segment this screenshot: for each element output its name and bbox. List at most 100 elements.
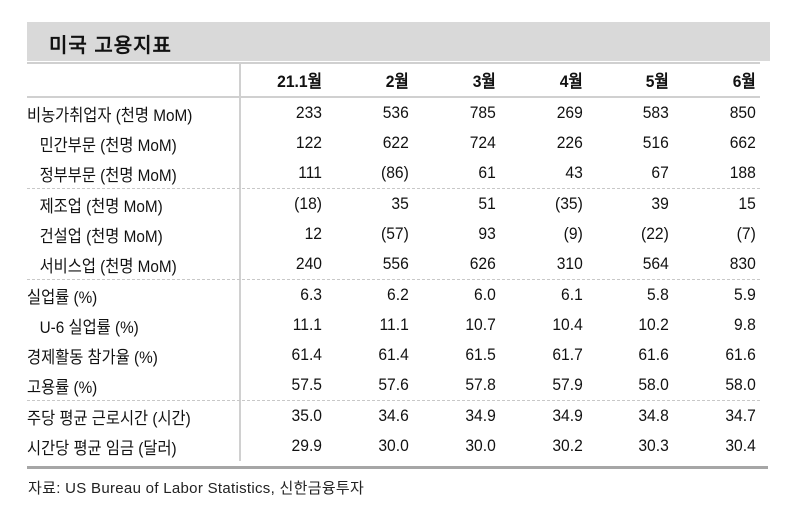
table-row-nonfarm-payrolls: 비농가취업자 (천명 MoM) 233 536 785 269 583 850 (27, 98, 760, 128)
table-cell: 622 (382, 133, 409, 152)
table-cell: 785 (469, 103, 496, 122)
table-cell: 536 (382, 103, 409, 122)
table-cell: (86) (380, 163, 409, 182)
table-cell: 58.0 (725, 375, 756, 394)
table-body: 비농가취업자 (천명 MoM) 233 536 785 269 583 850 … (27, 98, 760, 461)
table-cell: 61.6 (638, 345, 670, 364)
row-label: 시간당 평균 임금 (달러) (27, 438, 177, 458)
table-cell: 10.2 (638, 315, 670, 334)
table-bottom-rule (27, 466, 768, 469)
table-cell: 850 (729, 103, 756, 122)
table-cell: 61.4 (378, 345, 409, 364)
table-cell: 35 (391, 194, 409, 213)
column-header: 6월 (732, 72, 756, 91)
table-cell: (18) (294, 194, 322, 213)
table-cell: 34.9 (551, 406, 583, 425)
table-cell: 61.4 (291, 345, 322, 364)
table-cell: 43 (564, 163, 583, 182)
table-cell: 564 (643, 254, 670, 273)
table-cell: 61.7 (551, 345, 583, 364)
table-cell: 34.9 (465, 406, 496, 425)
table-cell: 626 (469, 254, 496, 273)
table-cell: 10.4 (551, 315, 583, 334)
table-row-u6-unemployment: U-6 실업률 (%) 11.1 11.1 10.7 10.4 10.2 9.8 (27, 310, 760, 340)
table-header-row: 21.1월 2월 3월 4월 5월 6월 (27, 63, 760, 98)
column-header: 3월 (472, 72, 496, 91)
column-header: 5월 (646, 72, 670, 91)
column-header: 2월 (385, 72, 409, 91)
table-cell: 724 (469, 133, 496, 152)
table-cell: 51 (478, 194, 496, 213)
table-cell: 39 (651, 194, 670, 213)
table-cell: 30.2 (551, 436, 583, 455)
table-cell: 188 (729, 163, 756, 182)
table-cell: 5.8 (647, 285, 670, 304)
row-label: U-6 실업률 (%) (39, 317, 139, 337)
table-row-government-sector: 정부부문 (천명 MoM) 111 (86) 61 43 67 188 (27, 158, 760, 189)
table-cell: 122 (295, 133, 322, 152)
table-cell: (9) (563, 224, 583, 243)
table-cell: 29.9 (291, 436, 322, 455)
table-row-services: 서비스업 (천명 MoM) 240 556 626 310 564 830 (27, 249, 760, 280)
table-cell: 34.6 (378, 406, 409, 425)
table-cell: 830 (729, 254, 756, 273)
table-cell: 662 (729, 133, 756, 152)
table-cell: 269 (556, 103, 583, 122)
table-cell: (7) (736, 224, 756, 243)
table-cell: 5.9 (734, 285, 756, 304)
table-cell: 34.8 (638, 406, 670, 425)
row-label: 고용률 (%) (27, 377, 98, 397)
table-row-unemployment-rate: 실업률 (%) 6.3 6.2 6.0 6.1 5.8 5.9 (27, 280, 760, 310)
table-cell: 9.8 (734, 315, 756, 334)
table-cell: 34.7 (725, 406, 756, 425)
table-cell: 11.1 (292, 315, 322, 334)
table-cell: 30.4 (725, 436, 756, 455)
table-cell: 61 (478, 163, 496, 182)
table-cell: 6.0 (473, 285, 496, 304)
table-cell: 30.0 (378, 436, 409, 455)
row-label: 주당 평균 근로시간 (시간) (27, 408, 191, 428)
table-row-construction: 건설업 (천명 MoM) 12 (57) 93 (9) (22) (7) (27, 219, 760, 249)
table-row-employment-rate: 고용률 (%) 57.5 57.6 57.8 57.9 58.0 58.0 (27, 370, 760, 401)
table-cell: (22) (641, 224, 670, 243)
row-label: 건설업 (천명 MoM) (39, 226, 163, 246)
row-label: 경제활동 참가율 (%) (27, 347, 158, 367)
label-column-divider (239, 63, 241, 461)
table-cell: 30.3 (638, 436, 670, 455)
column-header: 21.1월 (277, 72, 322, 91)
table-cell: 11.1 (379, 315, 409, 334)
table-cell: 556 (382, 254, 409, 273)
table-row-manufacturing: 제조업 (천명 MoM) (18) 35 51 (35) 39 15 (27, 189, 760, 219)
table-row-private-sector: 민간부문 (천명 MoM) 122 622 724 226 516 662 (27, 128, 760, 158)
table-cell: 10.7 (465, 315, 496, 334)
table-cell: 516 (643, 133, 670, 152)
table-cell: 583 (643, 103, 670, 122)
table-cell: 58.0 (638, 375, 670, 394)
table-cell: 12 (304, 224, 322, 243)
source-note: 자료: US Bureau of Labor Statistics, 신한금융투… (28, 480, 365, 497)
table-row-avg-weekly-hours: 주당 평균 근로시간 (시간) 35.0 34.6 34.9 34.9 34.8… (27, 401, 760, 431)
row-label: 정부부문 (천명 MoM) (39, 165, 177, 185)
table-cell: 240 (295, 254, 322, 273)
table-cell: 93 (478, 224, 496, 243)
table-row-avg-hourly-wage: 시간당 평균 임금 (달러) 29.9 30.0 30.0 30.2 30.3 … (27, 431, 760, 461)
table-cell: 61.6 (725, 345, 756, 364)
table-cell: 15 (738, 194, 756, 213)
table-cell: (57) (380, 224, 409, 243)
row-label: 제조업 (천명 MoM) (39, 196, 163, 216)
table-title: 미국 고용지표 (49, 35, 172, 57)
column-header: 4월 (559, 72, 583, 91)
table-cell: (35) (554, 194, 583, 213)
table-cell: 233 (295, 103, 322, 122)
table-cell: 67 (651, 163, 670, 182)
row-label: 서비스업 (천명 MoM) (39, 256, 177, 276)
table-cell: 6.1 (560, 285, 583, 304)
table-title-bar: 미국 고용지표 (27, 22, 770, 61)
table-cell: 61.5 (465, 345, 496, 364)
table-cell: 111 (298, 163, 322, 182)
table-cell: 6.2 (387, 285, 409, 304)
table-cell: 35.0 (291, 406, 322, 425)
table-cell: 57.8 (465, 375, 496, 394)
row-label: 실업률 (%) (27, 287, 98, 307)
table-cell: 226 (556, 133, 583, 152)
